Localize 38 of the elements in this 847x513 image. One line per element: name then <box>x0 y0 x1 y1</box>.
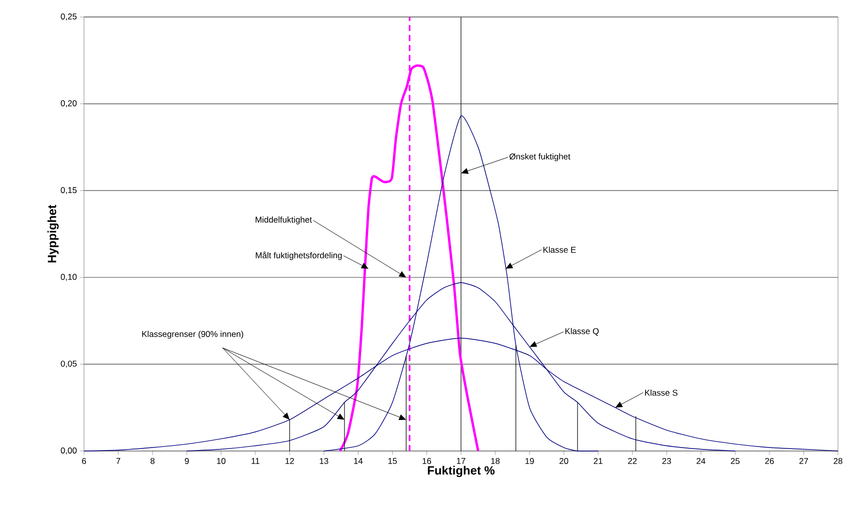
y-tick-label: 0,10 <box>60 274 77 281</box>
x-tick-label: 17 <box>456 458 466 464</box>
y-tick-label: 0,20 <box>60 100 77 108</box>
y-tick-label: 0,15 <box>60 187 77 194</box>
annotation: Klasse Q <box>565 328 599 336</box>
x-tick-label: 18 <box>491 458 500 464</box>
x-tick-label: 23 <box>662 458 671 464</box>
x-tick-label: 15 <box>388 458 397 464</box>
annotation: Ønsket fuktighet <box>510 153 570 162</box>
x-tick-label: 10 <box>217 458 226 464</box>
x-tick-label: 24 <box>696 458 706 464</box>
y-tick-label: 0,00 <box>60 447 77 454</box>
x-tick-label: 7 <box>116 458 120 464</box>
x-tick-label: 28 <box>834 458 842 464</box>
x-tick-label: 16 <box>422 458 432 464</box>
annotation: Middelfuktighet <box>256 216 312 224</box>
annotation: Klasse E <box>543 246 576 253</box>
x-tick-label: 12 <box>286 458 294 464</box>
x-axis-title: Fuktighet % <box>428 466 495 478</box>
x-tick-label: 21 <box>594 458 602 464</box>
y-tick-label: 0,05 <box>60 360 77 368</box>
annotation: Klasse S <box>645 389 678 396</box>
x-tick-label: 13 <box>320 458 328 464</box>
y-axis-title: Hyppighet <box>47 204 59 262</box>
x-tick-label: 19 <box>525 458 534 464</box>
x-tick-label: 11 <box>252 458 260 464</box>
x-tick-label: 20 <box>560 458 568 464</box>
x-tick-label: 26 <box>765 458 774 464</box>
x-tick-label: 27 <box>799 458 808 464</box>
y-tick-label: 0,25 <box>60 13 77 20</box>
x-tick-label: 6 <box>82 458 86 464</box>
annotation: Målt fuktighetsfordeling <box>256 251 342 260</box>
x-tick-label: 9 <box>184 458 189 464</box>
x-tick-label: 25 <box>730 458 740 464</box>
x-tick-label: 22 <box>628 458 637 464</box>
annotation: Klassegrenser (90% innen) <box>142 330 244 339</box>
x-tick-label: 14 <box>354 458 363 464</box>
x-tick-label: 8 <box>150 458 155 464</box>
